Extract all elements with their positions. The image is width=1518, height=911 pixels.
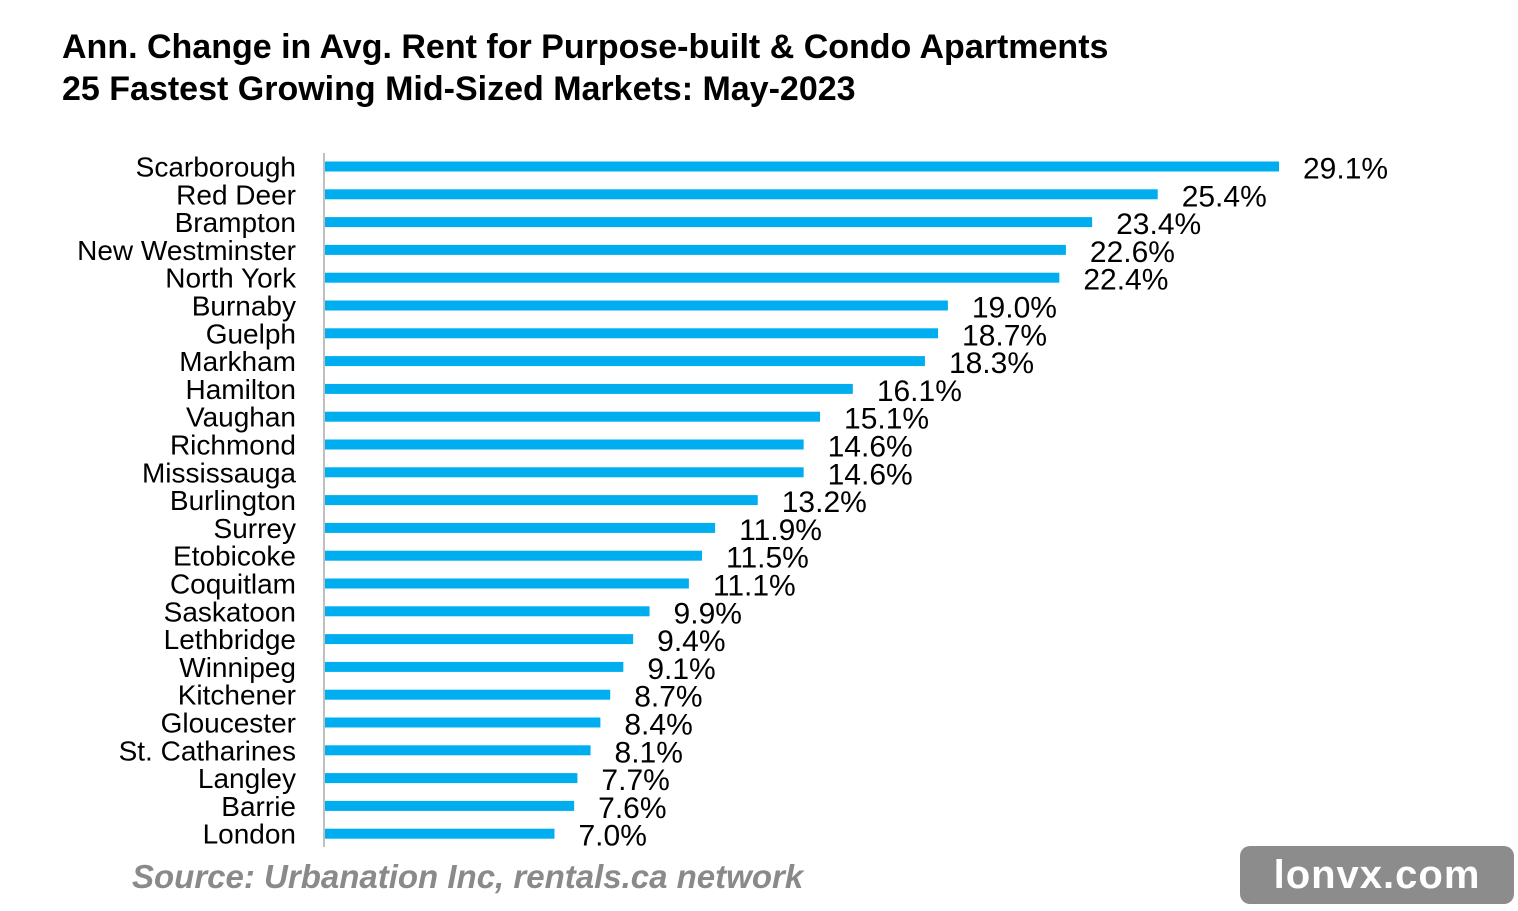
data-label-burlington: 13.2%	[782, 486, 867, 519]
data-label-mississauga: 14.6%	[828, 458, 913, 491]
bar-lethbridge	[325, 634, 634, 645]
chart-title-line-1: Ann. Change in Avg. Rent for Purpose-bui…	[62, 28, 1109, 66]
category-label-london: London	[203, 819, 296, 850]
data-label-vaughan: 15.1%	[844, 403, 929, 436]
bar-winnipeg	[325, 661, 624, 672]
bar-new-westminster	[325, 244, 1066, 255]
category-label-red-deer: Red Deer	[176, 179, 296, 210]
data-label-winnipeg: 9.1%	[647, 653, 715, 686]
watermark-badge: lonvx.com	[1240, 846, 1514, 904]
bar-hamilton	[325, 383, 853, 394]
category-label-mississauga: Mississauga	[142, 457, 296, 488]
data-label-markham: 18.3%	[949, 347, 1034, 380]
category-label-barrie: Barrie	[221, 791, 296, 822]
bar-kitchener	[325, 689, 611, 700]
bar-brampton	[325, 217, 1093, 228]
category-label-coquitlam: Coquitlam	[170, 569, 296, 600]
bar-markham	[325, 356, 925, 367]
bar-mississauga	[325, 467, 804, 478]
data-label-coquitlam: 11.1%	[713, 570, 796, 603]
source-note: Source: Urbanation Inc, rentals.ca netwo…	[132, 858, 804, 895]
category-label-saskatoon: Saskatoon	[164, 596, 296, 627]
bar-richmond	[325, 439, 804, 450]
data-label-st-catharines: 8.1%	[615, 736, 683, 769]
bar-vaughan	[325, 411, 821, 422]
bar-burnaby	[325, 300, 948, 311]
data-label-surrey: 11.9%	[739, 514, 822, 547]
category-label-brampton: Brampton	[175, 207, 296, 238]
chart-title: Ann. Change in Avg. Rent for Purpose-bui…	[62, 26, 1108, 110]
data-label-guelph: 18.7%	[962, 319, 1047, 352]
data-label-north-york: 22.4%	[1083, 264, 1168, 297]
data-label-langley: 7.7%	[601, 764, 669, 797]
category-label-gloucester: Gloucester	[161, 708, 296, 739]
bar-langley	[325, 773, 578, 784]
data-label-new-westminster: 22.6%	[1090, 236, 1175, 269]
category-label-vaughan: Vaughan	[186, 402, 296, 433]
data-label-gloucester: 8.4%	[624, 709, 692, 742]
category-label-etobicoke: Etobicoke	[173, 541, 296, 572]
category-label-surrey: Surrey	[214, 513, 296, 544]
data-label-kitchener: 8.7%	[634, 681, 702, 714]
category-label-scarborough: Scarborough	[136, 152, 296, 183]
category-label-guelph: Guelph	[206, 318, 296, 349]
data-label-london: 7.0%	[578, 820, 646, 853]
category-label-langley: Langley	[198, 763, 296, 794]
bar-scarborough	[325, 161, 1279, 172]
bar-burlington	[325, 495, 758, 506]
data-label-red-deer: 25.4%	[1182, 180, 1267, 213]
bar-surrey	[325, 522, 716, 533]
category-label-hamilton: Hamilton	[186, 374, 296, 405]
category-label-burnaby: Burnaby	[192, 291, 296, 322]
bar-st-catharines	[325, 745, 591, 756]
bar-series	[325, 161, 1279, 839]
data-label-burnaby: 19.0%	[972, 292, 1057, 325]
data-label-richmond: 14.6%	[828, 431, 913, 464]
category-label-richmond: Richmond	[170, 430, 296, 461]
data-label-scarborough: 29.1%	[1303, 153, 1388, 186]
data-label-brampton: 23.4%	[1116, 208, 1201, 241]
chart-title-line-2: 25 Fastest Growing Mid-Sized Markets: Ma…	[62, 70, 856, 108]
bar-gloucester	[325, 717, 601, 728]
bar-etobicoke	[325, 550, 703, 561]
bar-north-york	[325, 272, 1060, 283]
bar-red-deer	[325, 189, 1158, 200]
category-label-winnipeg: Winnipeg	[179, 652, 296, 683]
bar-london	[325, 828, 555, 839]
bar-barrie	[325, 800, 575, 811]
category-label-kitchener: Kitchener	[178, 680, 296, 711]
category-label-burlington: Burlington	[170, 485, 296, 516]
data-label-saskatoon: 9.9%	[674, 597, 742, 630]
data-label-hamilton: 16.1%	[877, 375, 962, 408]
category-label-markham: Markham	[179, 346, 296, 377]
category-label-st-catharines: St. Catharines	[119, 735, 296, 766]
data-labels: 29.1% 25.4%23.4%22.6%22.4% 19.0%18.7%18.3%…	[578, 153, 1388, 853]
bar-saskatoon	[325, 606, 650, 617]
category-label-north-york: North York	[165, 263, 297, 294]
data-label-etobicoke: 11.5%	[726, 542, 809, 575]
category-label-new-westminster: New Westminster	[77, 235, 296, 266]
data-label-lethbridge: 9.4%	[657, 625, 725, 658]
category-label-lethbridge: Lethbridge	[164, 624, 296, 655]
data-label-barrie: 7.6%	[598, 792, 666, 825]
bar-coquitlam	[325, 578, 689, 589]
bar-guelph	[325, 328, 939, 339]
